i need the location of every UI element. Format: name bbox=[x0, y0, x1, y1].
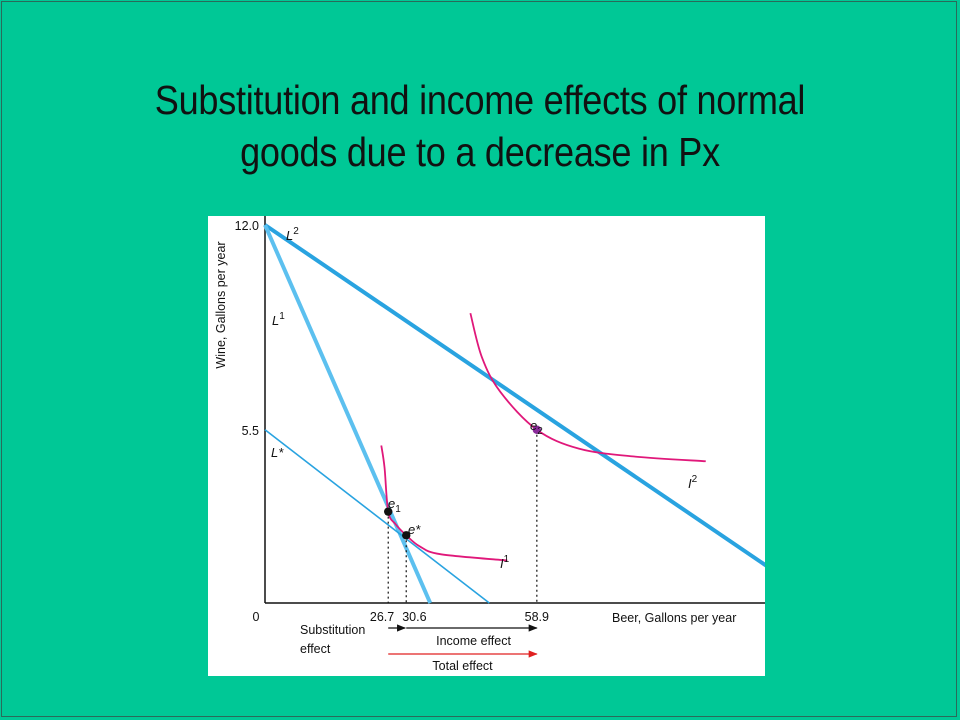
equilibrium-point bbox=[402, 531, 411, 540]
x-axis-title: Beer, Gallons per year bbox=[612, 611, 736, 625]
equilibrium-label: e1 bbox=[388, 496, 401, 515]
budget-line-label: L2 bbox=[286, 226, 299, 243]
effect-label: Total effect bbox=[432, 659, 493, 673]
slide-title-line-2: goods due to a decrease in Px bbox=[240, 129, 720, 175]
origin-label: 0 bbox=[253, 610, 260, 624]
equilibrium-label: e2 bbox=[530, 418, 543, 437]
indifference-curve bbox=[380, 445, 508, 562]
income-substitution-chart: Beer, Gallons per year Wine, Gallons per … bbox=[214, 216, 765, 673]
x-tick-label: 30.6 bbox=[402, 610, 426, 624]
effect-label: Substitution bbox=[300, 623, 365, 637]
effect-label: effect bbox=[300, 642, 331, 656]
chart-panel: Beer, Gallons per year Wine, Gallons per … bbox=[208, 216, 765, 676]
budget-line bbox=[263, 224, 433, 604]
budget-line bbox=[264, 429, 490, 604]
indifference-curve-label: I2 bbox=[688, 474, 698, 491]
slide-title-line-1: Substitution and income effects of norma… bbox=[154, 77, 806, 123]
y-tick-label: 12.0 bbox=[235, 219, 259, 233]
indifference-curve-label: I1 bbox=[500, 554, 510, 571]
budget-line bbox=[263, 223, 765, 568]
budget-line-label: L* bbox=[271, 445, 284, 460]
x-tick-label: 58.9 bbox=[525, 610, 549, 624]
y-tick-label: 5.5 bbox=[242, 424, 259, 438]
x-tick-label: 26.7 bbox=[370, 610, 394, 624]
y-axis-title: Wine, Gallons per year bbox=[214, 241, 228, 368]
effect-label: Income effect bbox=[436, 634, 511, 648]
equilibrium-label: e* bbox=[408, 522, 421, 537]
slide-title: Substitution and income effects of norma… bbox=[110, 74, 849, 178]
budget-line-label: L1 bbox=[272, 311, 285, 328]
equilibrium-point bbox=[532, 425, 542, 434]
equilibrium-point bbox=[384, 507, 393, 516]
